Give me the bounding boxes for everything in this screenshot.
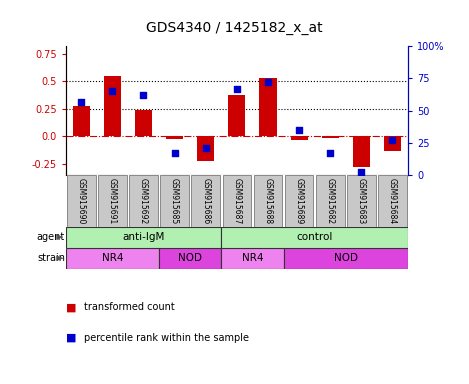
Text: GSM915686: GSM915686 bbox=[201, 178, 210, 224]
Text: NOD: NOD bbox=[334, 253, 358, 263]
Bar bbox=[353, 136, 370, 167]
Bar bbox=[222, 175, 251, 227]
Bar bbox=[66, 248, 159, 269]
Text: GSM915689: GSM915689 bbox=[295, 178, 303, 224]
Text: GSM915688: GSM915688 bbox=[264, 178, 272, 224]
Bar bbox=[316, 175, 345, 227]
Bar bbox=[191, 175, 220, 227]
Bar bbox=[166, 136, 183, 139]
Text: NOD: NOD bbox=[178, 253, 202, 263]
Text: GSM915687: GSM915687 bbox=[232, 178, 242, 224]
Text: GSM915690: GSM915690 bbox=[77, 178, 86, 224]
Bar bbox=[135, 110, 152, 136]
Bar bbox=[290, 136, 308, 140]
Point bbox=[233, 86, 241, 92]
Point bbox=[109, 88, 116, 94]
Text: NR4: NR4 bbox=[242, 253, 263, 263]
Bar bbox=[254, 175, 282, 227]
Text: GSM915685: GSM915685 bbox=[170, 178, 179, 224]
Bar bbox=[160, 175, 189, 227]
Text: GSM915684: GSM915684 bbox=[388, 178, 397, 224]
Point bbox=[140, 92, 147, 98]
Text: control: control bbox=[296, 232, 333, 242]
Bar bbox=[67, 175, 96, 227]
Bar bbox=[259, 78, 277, 136]
Bar bbox=[221, 248, 284, 269]
Point bbox=[357, 169, 365, 175]
Bar bbox=[228, 94, 245, 136]
Bar bbox=[347, 175, 376, 227]
Text: anti-IgM: anti-IgM bbox=[122, 232, 165, 242]
Text: percentile rank within the sample: percentile rank within the sample bbox=[84, 333, 250, 343]
Text: GSM915683: GSM915683 bbox=[357, 178, 366, 224]
Point bbox=[171, 150, 178, 156]
Text: strain: strain bbox=[37, 253, 65, 263]
Point bbox=[326, 150, 334, 156]
Bar bbox=[73, 106, 90, 136]
Text: ■: ■ bbox=[66, 302, 80, 312]
Point bbox=[295, 127, 303, 133]
Bar bbox=[221, 227, 408, 248]
Bar bbox=[104, 76, 121, 136]
Bar bbox=[129, 175, 158, 227]
Bar bbox=[159, 248, 221, 269]
Text: GSM915692: GSM915692 bbox=[139, 178, 148, 224]
Bar bbox=[197, 136, 214, 161]
Bar bbox=[378, 175, 407, 227]
Bar bbox=[285, 175, 313, 227]
Text: agent: agent bbox=[37, 232, 65, 242]
Point bbox=[389, 137, 396, 143]
Bar bbox=[322, 136, 339, 137]
Text: ■: ■ bbox=[66, 333, 80, 343]
Point bbox=[264, 79, 272, 85]
Text: NR4: NR4 bbox=[102, 253, 123, 263]
Text: GSM915691: GSM915691 bbox=[108, 178, 117, 224]
Text: GDS4340 / 1425182_x_at: GDS4340 / 1425182_x_at bbox=[146, 21, 323, 35]
Text: transformed count: transformed count bbox=[84, 302, 175, 312]
Point bbox=[202, 145, 210, 151]
Point bbox=[77, 98, 85, 104]
Text: GSM915682: GSM915682 bbox=[325, 178, 335, 224]
Bar bbox=[284, 248, 408, 269]
Bar bbox=[384, 136, 401, 151]
Bar bbox=[66, 227, 221, 248]
Bar bbox=[98, 175, 127, 227]
